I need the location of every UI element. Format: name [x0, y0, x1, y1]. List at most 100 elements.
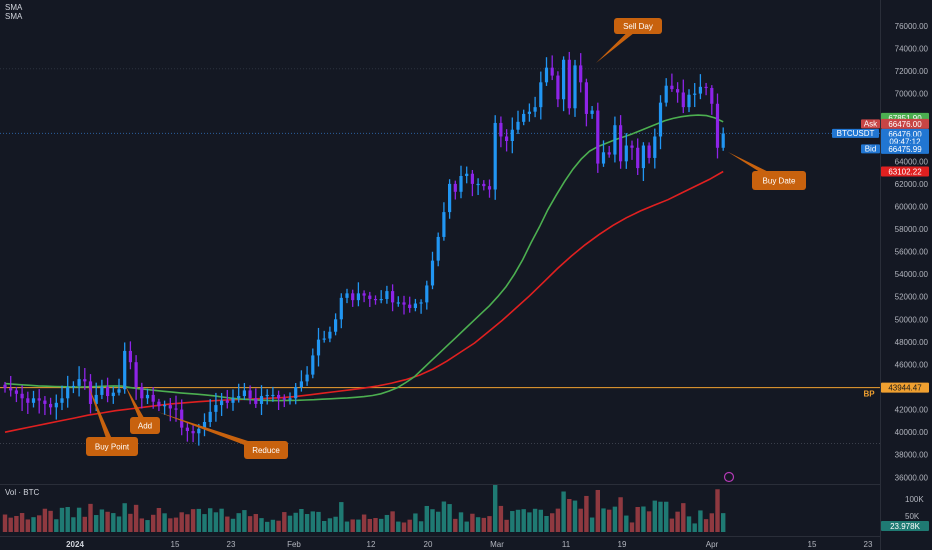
volume-bar: [54, 519, 59, 532]
bid-label-bg: [861, 144, 880, 154]
candle: [299, 370, 303, 392]
candle-body: [345, 293, 349, 298]
volume-bar: [179, 512, 184, 532]
candle-body: [14, 390, 18, 394]
volume-bar: [310, 511, 315, 532]
candle: [362, 290, 366, 303]
x-tick-label: 15: [171, 540, 180, 549]
candle-body: [715, 103, 720, 148]
candle-body: [334, 319, 338, 332]
volume-bar: [37, 515, 42, 532]
candle-body: [191, 431, 195, 434]
candle-body: [83, 379, 87, 382]
candle: [26, 391, 30, 414]
x-tick-label: 23: [864, 540, 873, 549]
volume-bar: [618, 497, 623, 532]
y-tick-label: 70000.00: [895, 90, 929, 99]
callout-text: Add: [138, 422, 152, 431]
candle-body: [670, 85, 674, 90]
candle-body: [271, 394, 275, 397]
volume-bar: [213, 512, 219, 532]
candle: [505, 129, 509, 152]
volume-bar: [475, 517, 481, 532]
candle-body: [322, 338, 326, 340]
candle: [14, 387, 18, 403]
candle-body: [601, 152, 606, 164]
candle: [413, 298, 417, 312]
candle-body: [37, 398, 41, 401]
candle: [117, 378, 121, 396]
indicator-sma-2[interactable]: SMA: [5, 12, 23, 21]
candle-body: [128, 350, 132, 363]
callout-sell-day: Sell Day: [596, 18, 662, 63]
volume-bar: [185, 514, 190, 532]
candle-body: [562, 59, 566, 100]
candle: [174, 395, 178, 422]
candle: [664, 78, 668, 107]
countdown-tag: 09:47:12: [889, 137, 921, 146]
candle: [647, 142, 651, 164]
ask-value-tag-bg: [881, 118, 929, 129]
candle: [653, 128, 657, 169]
candle: [710, 85, 714, 115]
candle: [123, 342, 127, 394]
candle: [288, 392, 292, 405]
volume-bar: [94, 515, 99, 532]
candle-body: [573, 65, 577, 109]
candle-body: [88, 381, 93, 404]
volume-bar: [681, 503, 686, 532]
candle-body: [288, 398, 292, 400]
volume-legend[interactable]: Vol · BTC: [5, 488, 40, 497]
volume-bar: [287, 515, 293, 532]
volume-bar: [230, 518, 236, 532]
annotations: Sell Day Buy Date Buy Point Add Reduce: [86, 18, 806, 459]
candle-body: [499, 122, 503, 137]
candle: [242, 382, 246, 401]
candle: [231, 389, 235, 411]
volume-bar: [641, 506, 646, 532]
volume-bar: [247, 516, 253, 532]
volume-bar: [242, 510, 247, 532]
candle-body: [3, 384, 7, 389]
candle: [510, 117, 514, 154]
volume-bar: [629, 522, 635, 532]
callout-reduce: Reduce: [158, 412, 288, 459]
volume-bar: [589, 517, 595, 532]
candle: [111, 386, 115, 404]
candle: [334, 313, 338, 336]
volume-bar: [709, 513, 714, 532]
candle: [185, 421, 189, 442]
volume-bar: [173, 517, 179, 532]
volume-bar: [384, 514, 390, 532]
candle: [316, 327, 321, 367]
volume-bar: [236, 513, 241, 532]
candle-body: [413, 303, 417, 309]
volume-bar: [282, 512, 287, 532]
volume-bar: [470, 513, 475, 532]
y-tick-label: 40000.00: [895, 428, 929, 437]
candle-body: [710, 87, 714, 104]
indicator-sma-1[interactable]: SMA: [5, 3, 23, 12]
volume-bar: [373, 518, 378, 532]
candle: [168, 397, 172, 422]
callout-text: Reduce: [252, 446, 280, 455]
candle: [3, 381, 7, 393]
volume-bar: [225, 516, 230, 532]
candle: [77, 366, 81, 397]
volume-bar: [624, 515, 629, 532]
candle: [567, 51, 571, 115]
volume-bar: [151, 514, 156, 532]
candle: [282, 394, 286, 408]
x-tick-label: 2024: [66, 540, 84, 549]
volume-bar: [578, 508, 583, 532]
volume-bar: [293, 512, 298, 532]
candle: [368, 291, 372, 307]
candle-body: [721, 133, 725, 148]
candle-body: [185, 427, 189, 432]
y-tick-label: 54000.00: [895, 270, 929, 279]
indicator-legend: SMA SMA: [5, 3, 22, 21]
candle-body: [510, 129, 514, 142]
candle: [721, 127, 725, 151]
bp-value-tag-bg: [881, 382, 929, 393]
